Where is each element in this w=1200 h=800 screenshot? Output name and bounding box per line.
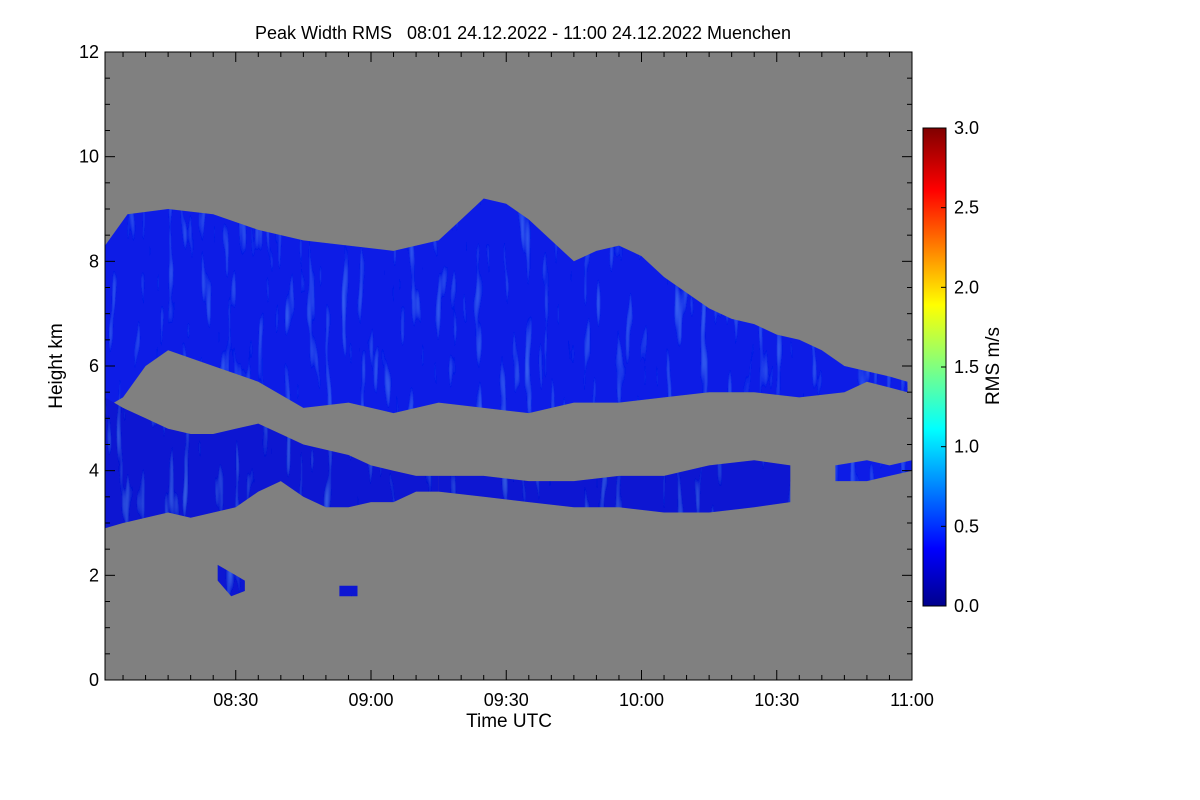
echo-layer	[105, 198, 912, 597]
y-tick-label: 2	[89, 565, 99, 585]
y-tick-label: 8	[89, 251, 99, 271]
colorbar-tick-label: 1.5	[954, 357, 979, 377]
colorbar-tick-label: 0.5	[954, 516, 979, 536]
y-axis: 0 2 4 6 8 10 12	[79, 42, 912, 690]
echo-region-4	[217, 564, 245, 597]
echo-region-3	[835, 460, 912, 482]
y-tick-label: 4	[89, 461, 99, 481]
y-tick-label: 6	[89, 356, 99, 376]
colorbar-label: RMS m/s	[983, 327, 1004, 405]
x-tick-label: 08:30	[213, 690, 258, 710]
echo-region-5	[339, 585, 358, 597]
x-tick-label: 11:00	[890, 690, 934, 710]
echo-region-0	[105, 198, 908, 414]
y-axis-label: Height km	[46, 323, 67, 409]
x-tick-label: 09:00	[348, 690, 393, 710]
colorbar-ticks: 0.0 0.5 1.0 1.5 2.0 2.5 3.0	[941, 118, 979, 616]
chart-title: Peak Width RMS 08:01 24.12.2022 - 11:00 …	[255, 23, 791, 43]
colorbar-tick-label: 2.5	[954, 198, 979, 218]
colorbar: 0.0 0.5 1.0 1.5 2.0 2.5 3.0 RMS m/s	[922, 118, 1004, 616]
y-tick-label: 12	[79, 42, 99, 62]
colorbar-tick-label: 2.0	[954, 277, 979, 297]
colorbar-tick-label: 3.0	[954, 118, 979, 138]
x-tick-label: 10:00	[619, 690, 664, 710]
echo-region-2	[438, 460, 791, 513]
x-axis: 08:30 09:00 09:30 10:00 10:30 11:00	[122, 52, 934, 710]
y-tick-label: 10	[79, 147, 99, 167]
x-tick-label: 09:30	[484, 690, 529, 710]
y-tick-label: 0	[89, 670, 99, 690]
x-tick-label: 10:30	[754, 690, 799, 710]
x-axis-label: Time UTC	[466, 711, 552, 732]
colorbar-tick-label: 1.0	[954, 437, 979, 457]
colorbar-tick-label: 0.0	[954, 596, 979, 616]
echo-region-1	[105, 397, 439, 529]
plot-area	[104, 51, 913, 681]
